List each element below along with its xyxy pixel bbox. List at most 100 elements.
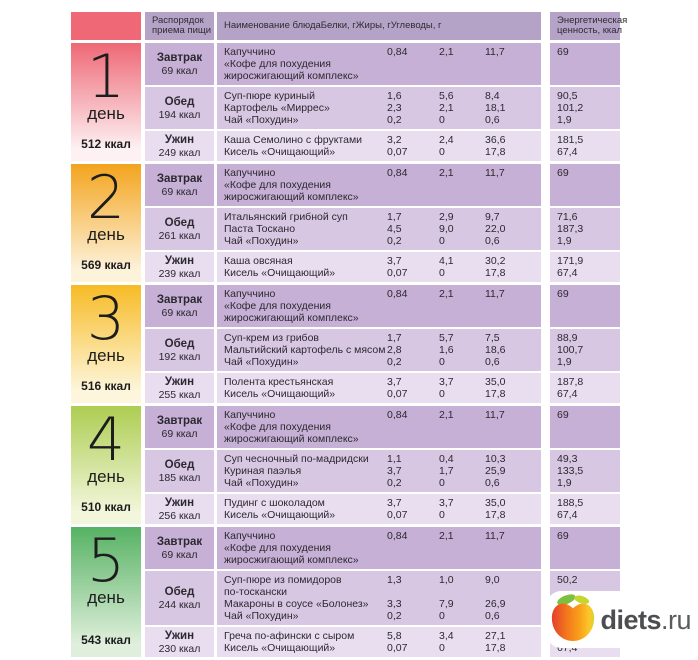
day-meals: Завтрак 69 ккал Капуччино «Кофе для похуден… bbox=[145, 406, 620, 524]
energy-column-line: 69 bbox=[557, 288, 569, 300]
meal-kcal: 244 ккал bbox=[158, 598, 201, 611]
dish-name-column: Капуччино «Кофе для похудения жиросжигающи… bbox=[224, 167, 387, 203]
fat-column: 3,7 0 bbox=[439, 376, 485, 400]
column-header-dish: Наименование блюда bbox=[224, 19, 321, 31]
fat-column-line: 0 bbox=[439, 114, 445, 126]
meal-label: Ужин 230 ккал bbox=[145, 627, 214, 657]
energy-column-line: 187,3 bbox=[557, 223, 584, 235]
meal-label: Обед 194 ккал bbox=[145, 87, 214, 129]
carbs-column: 11,7 bbox=[485, 46, 541, 58]
energy-cell: 171,9 67,4 bbox=[550, 252, 620, 282]
carbs-column-line: 18,1 bbox=[485, 102, 506, 114]
energy-column: 69 bbox=[557, 46, 620, 58]
protein-column-line: 1,3 bbox=[387, 574, 402, 586]
meal-name: Завтрак bbox=[156, 293, 203, 306]
fat-column-line: 5,7 bbox=[439, 332, 454, 344]
dish-name-column-line: Кисель «Очищающий» bbox=[224, 267, 336, 279]
energy-column: 88,9 100,7 1,9 bbox=[557, 332, 620, 368]
day-word: день bbox=[87, 104, 125, 123]
fat-column-line: 9,0 bbox=[439, 223, 454, 235]
energy-column-line: 88,9 bbox=[557, 332, 578, 344]
energy-column-line: 67,4 bbox=[557, 146, 578, 158]
protein-column-line: 0,07 bbox=[387, 642, 408, 654]
fat-column-line: 0 bbox=[439, 509, 445, 521]
energy-column: 181,5 67,4 bbox=[557, 134, 620, 158]
protein-column-line: 3,2 bbox=[387, 134, 402, 146]
meal-kcal: 69 ккал bbox=[161, 64, 198, 77]
column-header-carbs: Углеводы, г bbox=[390, 19, 442, 31]
fat-column-line: 3,7 bbox=[439, 497, 454, 509]
dish-name-column-line: Капуччино bbox=[224, 409, 276, 421]
protein-column: 3,7 0,07 bbox=[387, 376, 439, 400]
fat-column: 3,7 0 bbox=[439, 497, 485, 521]
dish-name-column-line: Греча по-афински с сыром bbox=[224, 630, 355, 642]
fat-column-line: 2,1 bbox=[439, 46, 454, 58]
meal-name: Обед bbox=[164, 585, 195, 598]
meal-kcal: 69 ккал bbox=[161, 306, 198, 319]
fat-column: 4,1 0 bbox=[439, 255, 485, 279]
day-block-1: 1 день 512 ккал bbox=[71, 43, 141, 161]
dish-name-column-line: Капуччино bbox=[224, 167, 276, 179]
dish-name-column: Полента крестьянская Кисель «Очищающий» bbox=[224, 376, 387, 400]
meal-label: Обед 185 ккал bbox=[145, 450, 214, 492]
fat-column-line: 3,4 bbox=[439, 630, 454, 642]
energy-cell: 49,3 133,5 1,9 bbox=[550, 450, 620, 492]
protein-column: 3,2 0,07 bbox=[387, 134, 439, 158]
energy-cell: 71,6 187,3 1,9 bbox=[550, 208, 620, 250]
dish-name-column: Капуччино «Кофе для похудения жиросжигающи… bbox=[224, 46, 387, 82]
energy-column-line: 100,7 bbox=[557, 344, 584, 356]
fat-column: 2,1 bbox=[439, 167, 485, 179]
dish-name-column: Суп-пюре из помидоров по-тоскански Макарон… bbox=[224, 574, 387, 622]
dish-name-column: Пудинг с шоколадом Кисель «Очищающий» bbox=[224, 497, 387, 521]
meal-dishes-cell: Суп чесночный по-мадридски Куриная паэлья… bbox=[217, 450, 541, 492]
carbs-column-line: 17,8 bbox=[485, 642, 506, 654]
dish-name-column-line: Куриная паэлья bbox=[224, 465, 302, 477]
meal-label: Ужин 256 ккал bbox=[145, 494, 214, 524]
protein-column-line: 0,2 bbox=[387, 114, 402, 126]
meal-row-ужин: Ужин 249 ккал Каша Семолино с фруктами Кисе… bbox=[145, 131, 620, 161]
meal-dishes-cell: Полента крестьянская Кисель «Очищающий» 3,… bbox=[217, 373, 541, 403]
day-row-2: 2 день 569 ккал Завтрак 69 ккал Капуччино «Коф… bbox=[71, 164, 620, 282]
fat-column: 2,4 0 bbox=[439, 134, 485, 158]
carbs-column: 8,4 18,1 0,6 bbox=[485, 90, 541, 126]
carbs-column-line: 11,7 bbox=[485, 530, 505, 542]
protein-column-line: 3,7 bbox=[387, 255, 402, 267]
meal-name: Ужин bbox=[164, 254, 195, 267]
day-number: 4 bbox=[86, 405, 126, 475]
diets-ru-logo-link[interactable]: diets.ru bbox=[547, 591, 696, 648]
carbs-column: 11,7 bbox=[485, 288, 541, 300]
meal-dishes-cell: Капуччино «Кофе для похудения жиросжигающи… bbox=[217, 164, 541, 206]
carbs-column: 7,5 18,6 0,6 bbox=[485, 332, 541, 368]
fat-column-line: 0 bbox=[439, 356, 445, 368]
carbs-column-line: 36,6 bbox=[485, 134, 506, 146]
fat-column: 1,0 7,9 0 bbox=[439, 574, 485, 622]
column-header-schedule: Распорядок приема пищи bbox=[145, 12, 214, 40]
meal-row-обед: Обед 185 ккал Суп чесночный по-мадридски Ку… bbox=[145, 450, 620, 492]
meal-label: Ужин 239 ккал bbox=[145, 252, 214, 282]
dish-name-column-line: Капуччино bbox=[224, 288, 276, 300]
dish-name-column-line: Пудинг с шоколадом bbox=[224, 497, 325, 509]
dish-name-column-line: «Кофе для похудения bbox=[224, 421, 331, 433]
carbs-column: 35,0 17,8 bbox=[485, 376, 541, 400]
day-block-4: 4 день 510 ккал bbox=[71, 406, 141, 524]
protein-column-line: 5,8 bbox=[387, 630, 402, 642]
protein-column-line: 0,84 bbox=[387, 46, 408, 58]
meal-row-обед: Обед 194 ккал Суп-пюре куриный Картофель «М… bbox=[145, 87, 620, 129]
meal-label: Обед 244 ккал bbox=[145, 571, 214, 625]
fat-column-line: 2,4 bbox=[439, 134, 454, 146]
dish-name-column-line: Мальтийский картофель с мясом bbox=[224, 344, 386, 356]
fat-column-line: 1,6 bbox=[439, 344, 454, 356]
carbs-column-line: 25,9 bbox=[485, 465, 506, 477]
protein-column: 1,7 4,5 0,2 bbox=[387, 211, 439, 247]
fat-column-line: 1,7 bbox=[439, 465, 454, 477]
meal-dishes-cell: Капуччино «Кофе для похудения жиросжигающи… bbox=[217, 285, 541, 327]
carbs-column-line: 0,6 bbox=[485, 114, 500, 126]
diet-plan-table: Распорядок приема пищи Наименование блюд… bbox=[71, 12, 627, 660]
dish-name-column: Каша овсяная Кисель «Очищающий» bbox=[224, 255, 387, 279]
dish-name-column-line: жиросжигающий комплекс» bbox=[224, 191, 359, 203]
energy-column: 188,5 67,4 bbox=[557, 497, 620, 521]
dish-name-column-line: Суп-крем из грибов bbox=[224, 332, 319, 344]
header-corner-block bbox=[71, 12, 141, 40]
energy-column-line: 67,4 bbox=[557, 388, 578, 400]
day-block-3: 3 день 516 ккал bbox=[71, 285, 141, 403]
